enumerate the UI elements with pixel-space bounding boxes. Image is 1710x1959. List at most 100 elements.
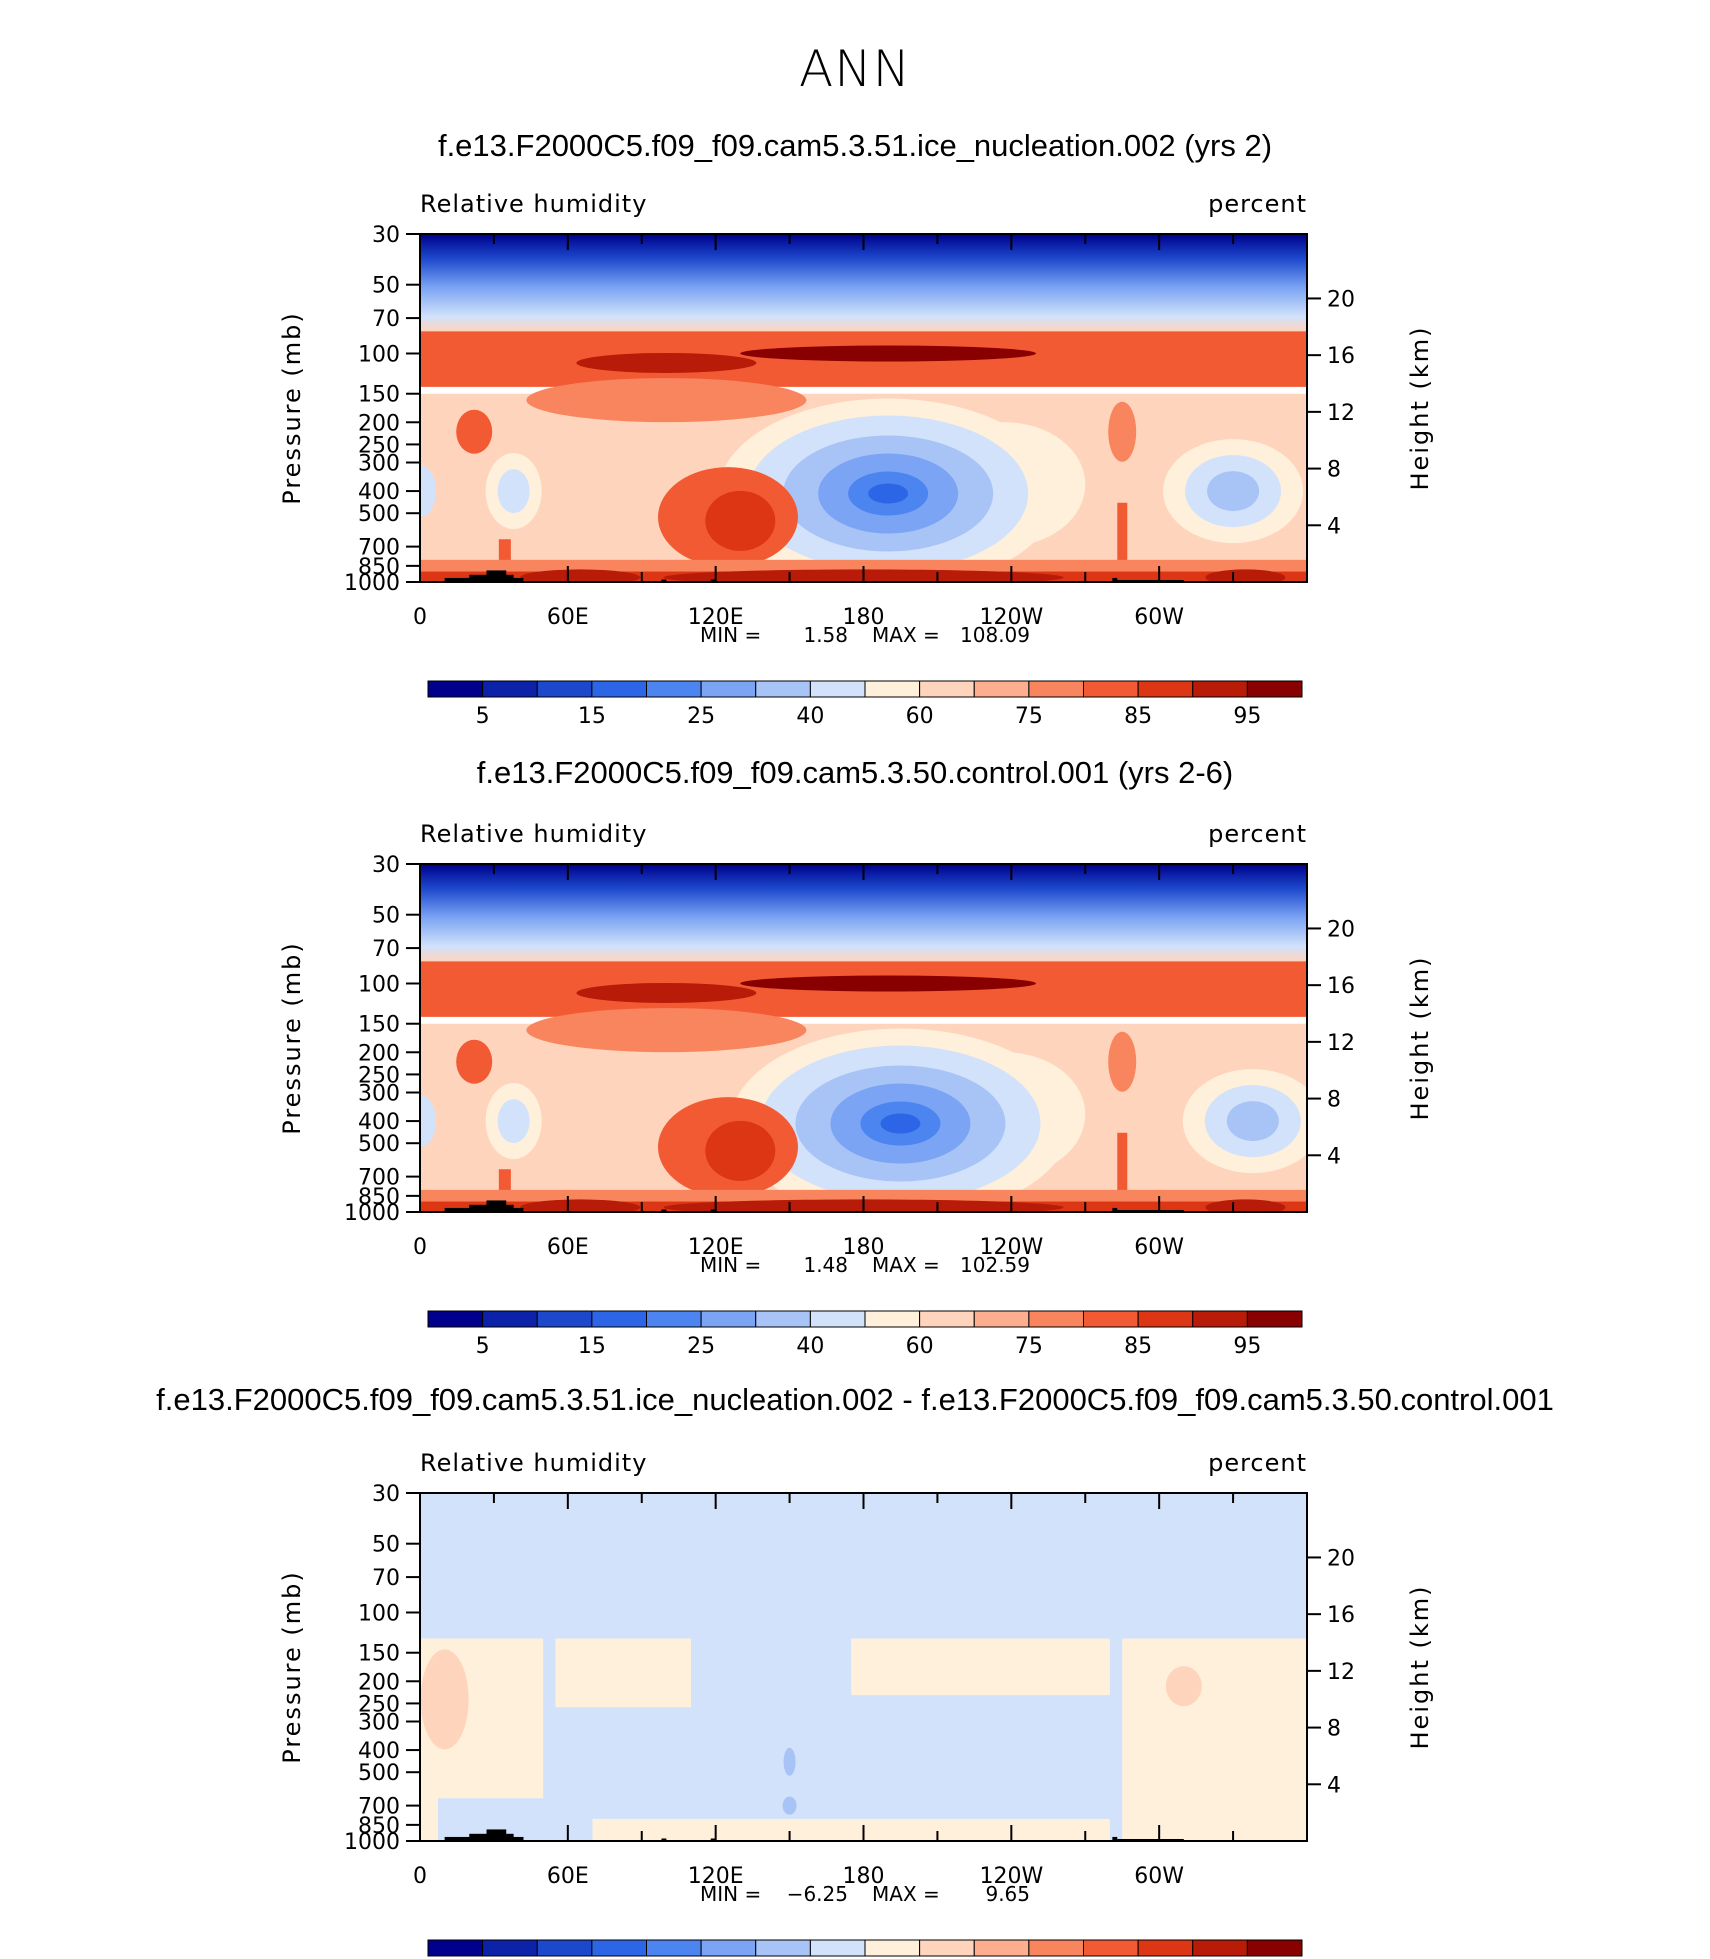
- topography-7: [1117, 1838, 1184, 1841]
- colorbar-box: [809, 680, 866, 698]
- min-label: MIN =: [700, 1882, 761, 1906]
- min-label: MIN =: [700, 623, 761, 647]
- topography-2: [486, 570, 507, 582]
- y-tick-label: 700: [358, 1795, 400, 1820]
- colorbar-box: [1083, 680, 1139, 698]
- colorbar-box: [755, 1939, 811, 1957]
- y-tick-label: 500: [358, 1132, 400, 1157]
- colorbar-label: 75: [1015, 704, 1043, 729]
- left-string: Relative humidity: [420, 1449, 647, 1477]
- x-tick-label: 120W: [979, 605, 1043, 630]
- max-label: MAX =: [872, 1882, 940, 1906]
- max-label: MAX =: [872, 1253, 940, 1277]
- diff-peak-west: [420, 1649, 469, 1750]
- y-tick-label: 150: [358, 1642, 400, 1667]
- panel-middle: 3050701001502002503004005007008501000201…: [278, 820, 1434, 1359]
- dry-core-atlantic-2: [1226, 1101, 1279, 1142]
- x-tick-label: 60W: [1134, 1864, 1184, 1889]
- diff-peak-atlantic: [1165, 1666, 1202, 1707]
- colorbar-box: [1192, 1310, 1248, 1328]
- bl-core-3: [1205, 1199, 1286, 1212]
- colorbar-box: [919, 680, 975, 698]
- colorbar-box: [700, 1310, 757, 1328]
- topography-2: [486, 1200, 507, 1212]
- panel-top: 3050701001502002503004005007008501000201…: [278, 190, 1434, 729]
- upper-warm-spot-2: [1108, 401, 1137, 462]
- y-tick-label: 700: [358, 1166, 400, 1191]
- colorbar-box: [700, 1939, 757, 1957]
- y-tick-label: 300: [358, 1711, 400, 1736]
- topography-3: [506, 1204, 514, 1212]
- colorbar-label: 60: [906, 1334, 934, 1359]
- x-tick-label: 120E: [688, 605, 744, 630]
- colorbar-box: [536, 680, 593, 698]
- dry-edge-west: [420, 465, 436, 518]
- y-tick-label: 250: [358, 433, 400, 458]
- y-tick-label: 150: [358, 1013, 400, 1038]
- colorbar-label: 15: [578, 1334, 606, 1359]
- colorbar-box: [973, 1939, 1030, 1957]
- field-middle: [420, 864, 1307, 1212]
- max-value: 102.59: [960, 1253, 1030, 1277]
- x-tick-label: 0: [413, 605, 427, 630]
- x-tick-label: 120E: [688, 1864, 744, 1889]
- y-tick-label: 850: [358, 555, 400, 580]
- x-tick-label: 60W: [1134, 1235, 1184, 1260]
- colorbar-box: [427, 1939, 484, 1957]
- tropopause-core-2: [576, 352, 757, 373]
- topography-3: [506, 574, 514, 582]
- diff-pos-upper-2: [851, 1638, 1110, 1696]
- colorbar-box: [591, 1310, 647, 1328]
- y-tick-label: 500: [358, 1761, 400, 1786]
- colorbar-box: [1083, 1939, 1139, 1957]
- tropopause-core-2: [576, 982, 757, 1003]
- moist-tower-core: [705, 490, 776, 551]
- x-tick-label: 60W: [1134, 605, 1184, 630]
- x-tick-label: 120W: [979, 1235, 1043, 1260]
- y-right-axis-title: Height (km): [1406, 1585, 1434, 1750]
- colorbar-box: [919, 1310, 975, 1328]
- colorbar-label: 85: [1124, 704, 1152, 729]
- y-tick-label: 50: [372, 274, 400, 299]
- colorbar-box: [536, 1939, 593, 1957]
- y-tick-label: 1000: [344, 571, 400, 596]
- diff-neg-1: [783, 1747, 796, 1776]
- bl-core-3: [1205, 569, 1286, 582]
- y-tick-label: 400: [358, 1739, 400, 1764]
- colorbar-box: [973, 680, 1030, 698]
- y-right-tick-label: 8: [1327, 1088, 1341, 1113]
- y-right-tick-label: 16: [1327, 974, 1355, 999]
- colorbar-box: [919, 1939, 975, 1957]
- x-tick-label: 120W: [979, 1864, 1043, 1889]
- dry-edge-west: [420, 1095, 436, 1148]
- upper-warm: [526, 1008, 807, 1053]
- topography-7: [1117, 579, 1184, 582]
- bl-core-2: [520, 569, 641, 582]
- colorbar-label: 40: [796, 704, 824, 729]
- min-value: −6.25: [787, 1882, 848, 1906]
- x-tick-label: 0: [413, 1864, 427, 1889]
- dry-core-atlantic-2: [1207, 471, 1260, 512]
- y-tick-label: 300: [358, 452, 400, 477]
- colorbar-label: 85: [1124, 1334, 1152, 1359]
- y-axis-title: Pressure (mb): [278, 1570, 306, 1763]
- y-tick-label: 700: [358, 536, 400, 561]
- colorbar-box: [1028, 680, 1084, 698]
- colorbar-box: [1246, 680, 1303, 698]
- colorbar-label: 40: [796, 1334, 824, 1359]
- y-tick-label: 250: [358, 1063, 400, 1088]
- x-tick-label: 60E: [547, 605, 589, 630]
- colorbar-box: [864, 1310, 921, 1328]
- colorbar-box: [1137, 1310, 1194, 1328]
- y-right-tick-label: 20: [1327, 917, 1355, 942]
- colorbar-box: [1137, 1939, 1194, 1957]
- x-tick-label: 180: [843, 1235, 885, 1260]
- max-value: 108.09: [960, 623, 1030, 647]
- y-right-tick-label: 16: [1327, 344, 1355, 369]
- x-tick-label: 180: [843, 605, 885, 630]
- moist-tower-core: [705, 1120, 776, 1181]
- colorbar-box: [427, 680, 484, 698]
- topography-5: [710, 1838, 716, 1841]
